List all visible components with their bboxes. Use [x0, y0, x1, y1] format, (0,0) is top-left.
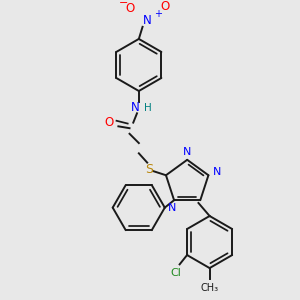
- Text: O: O: [160, 0, 170, 13]
- Text: +: +: [154, 9, 162, 19]
- Text: N: N: [183, 147, 191, 158]
- Text: Cl: Cl: [170, 268, 181, 278]
- Text: O: O: [104, 116, 114, 129]
- Text: CH₃: CH₃: [201, 283, 219, 292]
- Text: N: N: [213, 167, 221, 176]
- Text: H: H: [144, 103, 152, 113]
- Text: S: S: [145, 163, 153, 176]
- Text: N: N: [168, 202, 176, 213]
- Text: N: N: [131, 101, 140, 114]
- Text: O: O: [126, 2, 135, 15]
- Text: −: −: [118, 0, 128, 8]
- Text: N: N: [143, 14, 152, 27]
